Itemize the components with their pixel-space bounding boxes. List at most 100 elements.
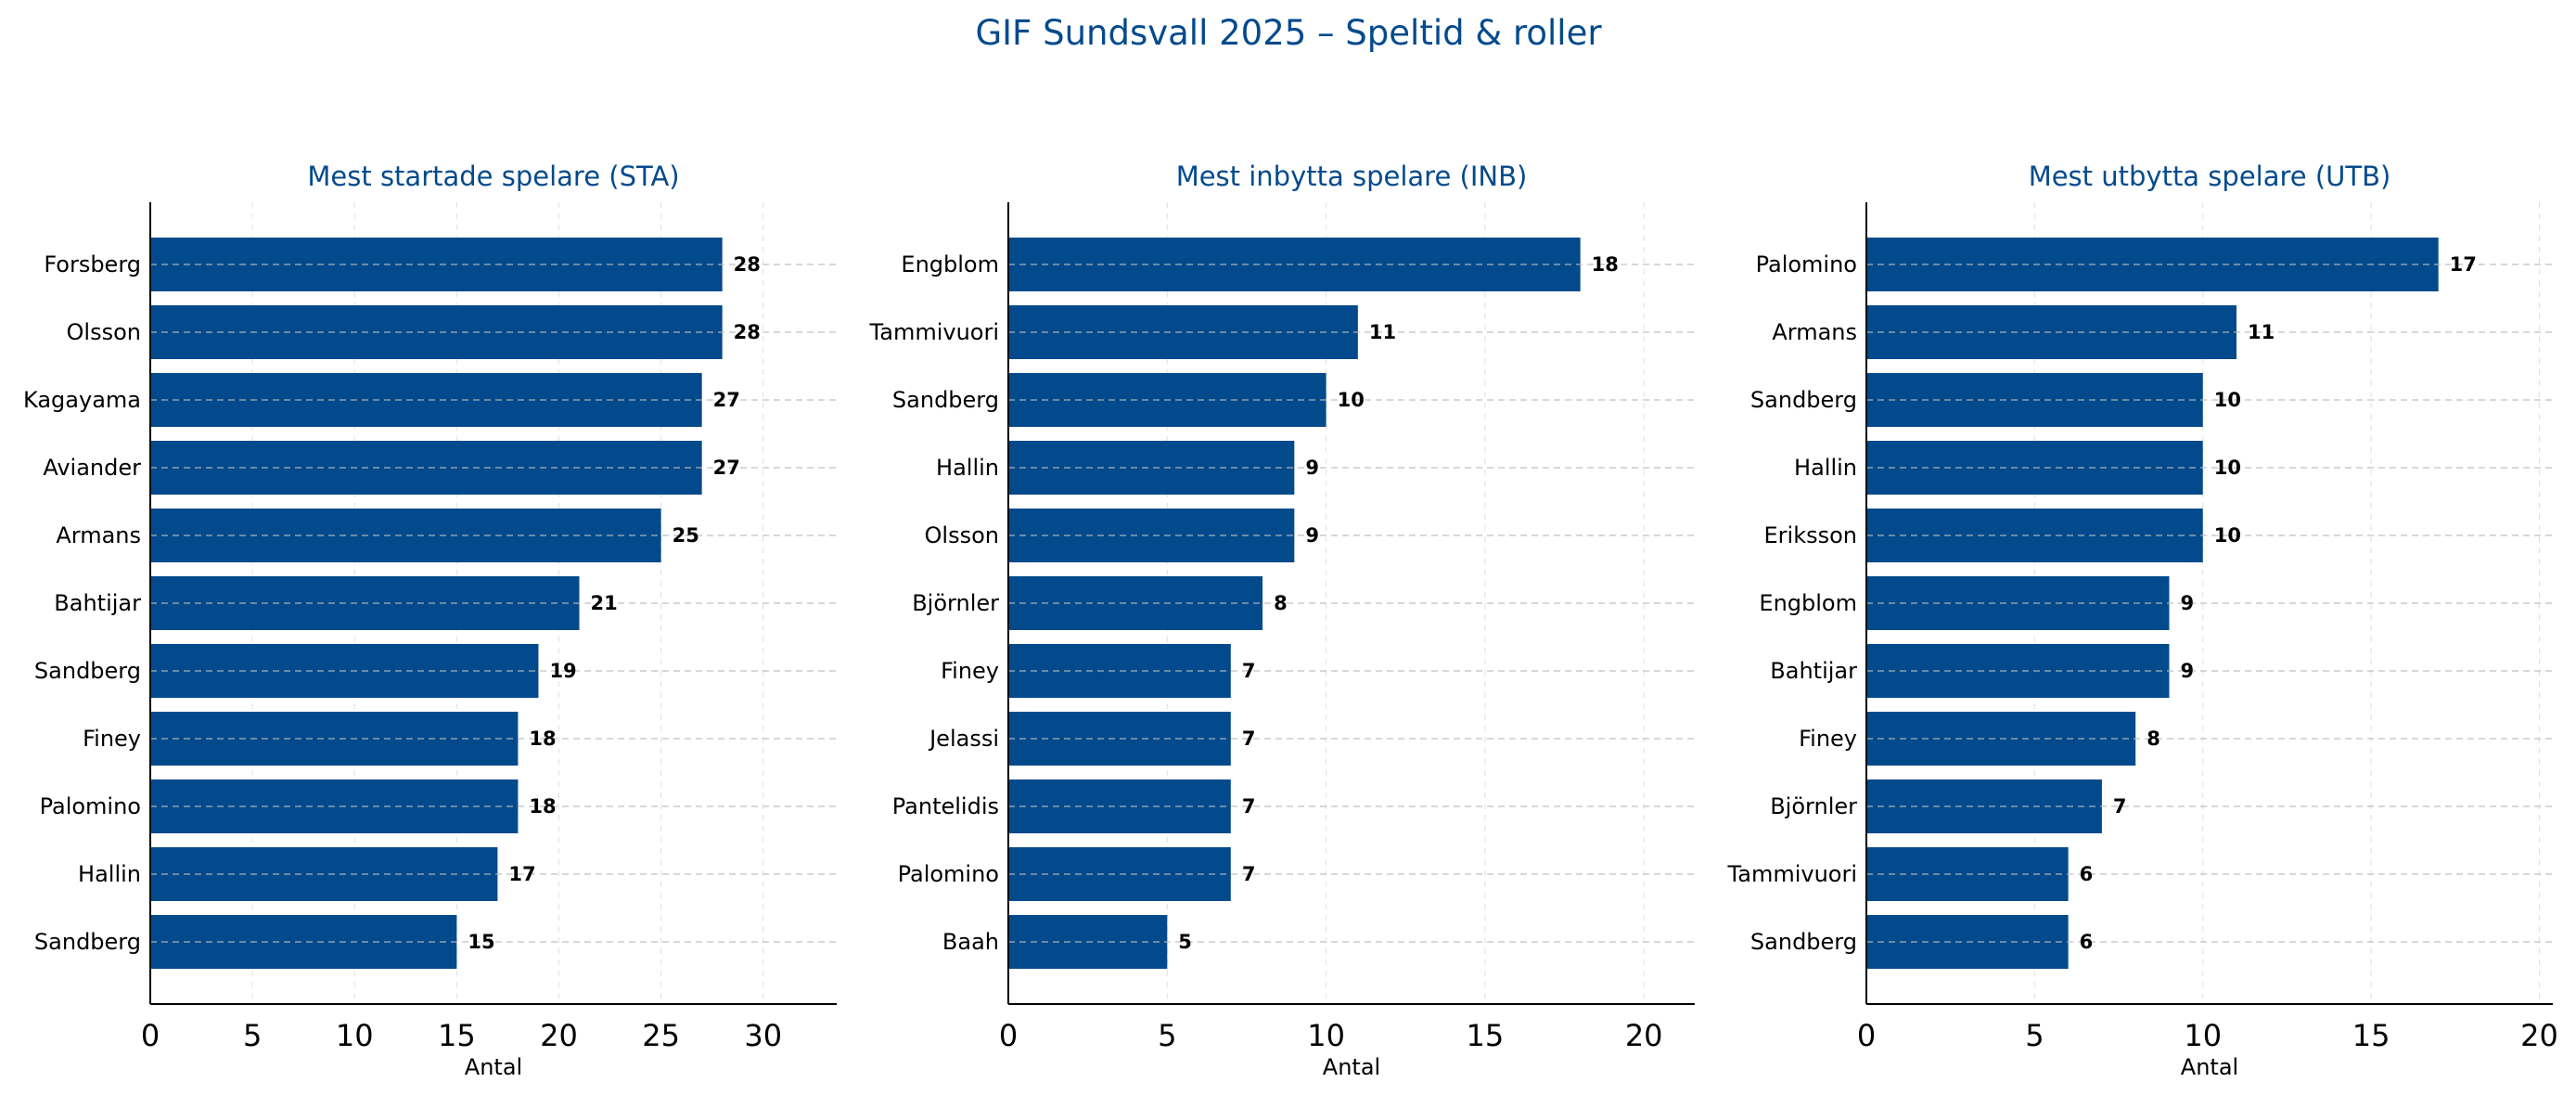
value-label: 6 (2080, 863, 2094, 885)
chart-panel-1: Mest startade spelare (STA) Forsberg 28 Ols… (23, 161, 837, 1080)
category-label: Armans (1772, 319, 1857, 345)
value-label: 6 (2080, 931, 2094, 953)
value-label: 11 (2248, 321, 2275, 343)
category-label: Engblom (1759, 590, 1857, 616)
value-label: 5 (1178, 931, 1192, 953)
value-label: 17 (508, 863, 535, 885)
chart-title: Mest inbytta spelare (INB) (1176, 161, 1528, 192)
category-label: Sandberg (1750, 929, 1857, 955)
x-tick-label: 0 (1857, 1018, 1876, 1053)
bar (1008, 441, 1295, 495)
value-label: 10 (2214, 524, 2241, 547)
value-label: 10 (2214, 457, 2241, 479)
value-label: 10 (2214, 389, 2241, 411)
category-label: Engblom (901, 251, 999, 277)
value-label: 7 (2113, 795, 2127, 818)
value-label: 9 (1305, 457, 1319, 479)
category-label: Olsson (925, 522, 999, 548)
value-label: 27 (713, 389, 740, 411)
value-label: 25 (673, 524, 699, 547)
x-tick-label: 30 (744, 1018, 782, 1053)
value-label: 19 (549, 660, 576, 682)
x-tick-label: 20 (2520, 1018, 2558, 1053)
chart-panels: Mest startade spelare (STA) Forsberg 28 Ols… (23, 161, 2558, 1080)
value-label: 28 (734, 321, 761, 343)
bar (1008, 644, 1231, 698)
value-label: 18 (529, 728, 556, 750)
value-label: 8 (1274, 592, 1288, 614)
x-tick-label: 5 (1158, 1018, 1176, 1053)
category-label: Sandberg (892, 387, 999, 413)
value-label: 21 (591, 592, 618, 614)
x-axis-label: Antal (2181, 1054, 2238, 1080)
bar (1008, 779, 1231, 833)
bar (1008, 712, 1231, 766)
value-label: 18 (1592, 253, 1619, 276)
value-label: 27 (713, 457, 740, 479)
bar (150, 305, 723, 359)
x-tick-label: 10 (2184, 1018, 2222, 1053)
category-label: Tammivuori (1727, 861, 1857, 887)
x-tick-label: 0 (999, 1018, 1018, 1053)
category-label: Palomino (1756, 251, 1857, 277)
x-tick-label: 5 (2025, 1018, 2044, 1053)
value-label: 9 (2180, 592, 2194, 614)
category-label: Armans (56, 522, 141, 548)
bar (1008, 509, 1295, 562)
bar (150, 915, 457, 969)
value-label: 7 (1242, 728, 1256, 750)
category-label: Aviander (43, 455, 141, 481)
x-tick-label: 0 (141, 1018, 160, 1053)
value-label: 9 (2180, 660, 2194, 682)
x-tick-label: 5 (243, 1018, 262, 1053)
category-label: Finey (941, 658, 999, 684)
value-label: 9 (1305, 524, 1319, 547)
value-label: 11 (1369, 321, 1396, 343)
x-tick-label: 15 (438, 1018, 476, 1053)
category-label: Björnler (912, 590, 999, 616)
category-label: Pantelidis (892, 793, 999, 819)
category-label: Baah (942, 929, 999, 955)
value-label: 7 (1242, 795, 1256, 818)
bar (150, 238, 723, 291)
category-label: Bahtijar (54, 590, 141, 616)
category-label: Hallin (936, 455, 999, 481)
bar (1866, 238, 2439, 291)
category-label: Olsson (67, 319, 141, 345)
bar (1008, 847, 1231, 901)
category-label: Kagayama (23, 387, 141, 413)
value-label: 8 (2147, 728, 2160, 750)
category-label: Palomino (898, 861, 999, 887)
chart-panel-2: Mest inbytta spelare (INB) Engblom 18 Tammi… (869, 161, 1695, 1080)
x-tick-label: 20 (1625, 1018, 1663, 1053)
category-label: Finey (1799, 726, 1857, 752)
category-label: Hallin (78, 861, 141, 887)
category-label: Tammivuori (869, 319, 999, 345)
value-label: 28 (734, 253, 761, 276)
chart-title: Mest utbytta spelare (UTB) (2029, 161, 2391, 192)
category-label: Jelassi (928, 726, 999, 752)
category-label: Sandberg (34, 929, 141, 955)
bar (1008, 238, 1581, 291)
value-label: 15 (468, 931, 494, 953)
value-label: 7 (1242, 863, 1256, 885)
category-label: Sandberg (34, 658, 141, 684)
category-label: Hallin (1794, 455, 1857, 481)
x-axis-label: Antal (1323, 1054, 1380, 1080)
figure-title: GIF Sundsvall 2025 – Speltid & roller (975, 13, 1602, 53)
x-tick-label: 15 (1467, 1018, 1505, 1053)
category-label: Eriksson (1764, 522, 1858, 548)
category-label: Bahtijar (1770, 658, 1857, 684)
x-tick-label: 10 (1307, 1018, 1345, 1053)
x-tick-label: 20 (540, 1018, 578, 1053)
chart-panel-3: Mest utbytta spelare (UTB) Palomino 17 Arma… (1727, 161, 2558, 1080)
category-label: Forsberg (44, 251, 141, 277)
x-axis-label: Antal (465, 1054, 522, 1080)
category-label: Sandberg (1750, 387, 1857, 413)
value-label: 17 (2450, 253, 2477, 276)
x-tick-label: 15 (2352, 1018, 2390, 1053)
x-tick-label: 25 (642, 1018, 680, 1053)
bar (1008, 305, 1358, 359)
x-tick-label: 10 (336, 1018, 374, 1053)
